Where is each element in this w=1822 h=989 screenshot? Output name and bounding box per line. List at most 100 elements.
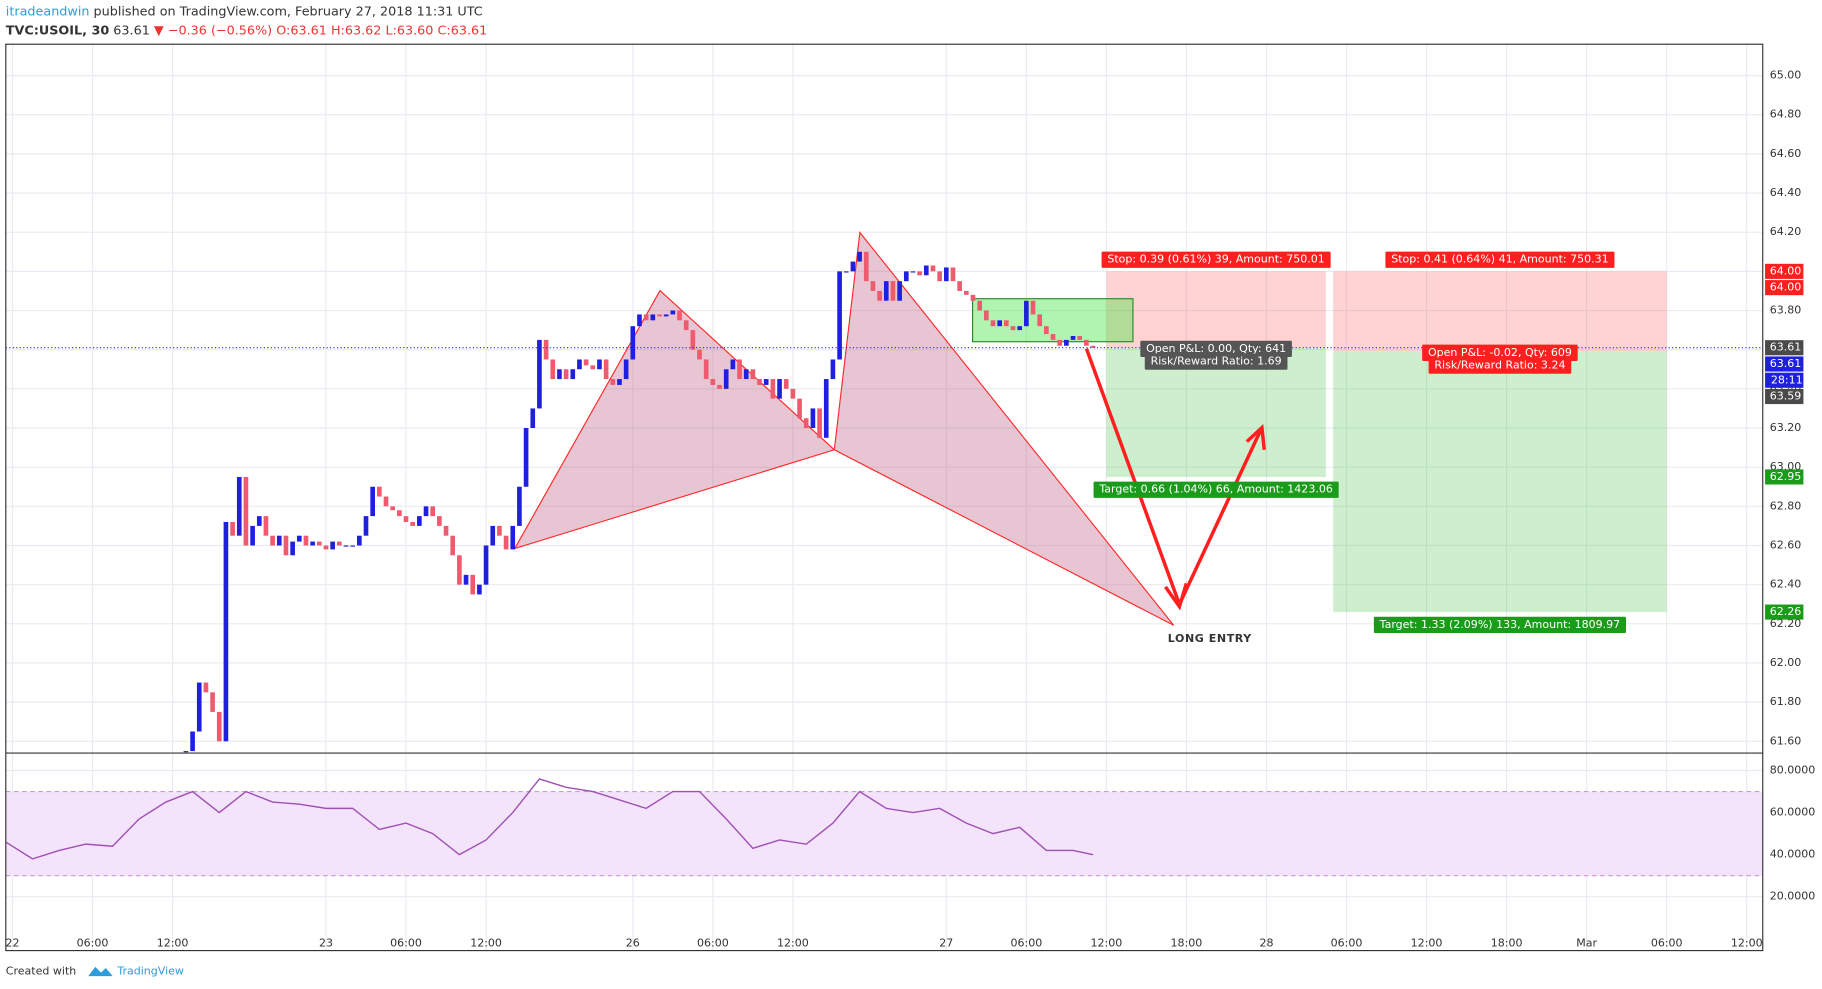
candle [543, 339, 549, 360]
x-tick-label: 12:00 [777, 937, 809, 950]
y-tick-label: 65.00 [1770, 69, 1802, 82]
y-tick-label: 64.40 [1770, 186, 1802, 199]
label-bg [1093, 481, 1339, 498]
candle [730, 359, 736, 370]
candle [657, 314, 662, 317]
candle [677, 310, 682, 321]
candle [470, 574, 476, 595]
candle [336, 541, 342, 546]
candle [977, 300, 982, 311]
x-tick-label: 06:00 [1010, 937, 1042, 950]
candle [1024, 300, 1029, 327]
candle [236, 476, 242, 536]
candle [843, 271, 849, 273]
candle [1050, 334, 1056, 340]
y-tick-label: 63.80 [1770, 304, 1802, 317]
pattern-xab [513, 289, 836, 550]
position-label: Target: 0.66 (1.04%) 66, Amount: 1423.06 [1098, 483, 1332, 496]
candle [743, 369, 749, 380]
position-label: Stop: 0.39 (0.61%) 39, Amount: 750.01 [1107, 253, 1324, 266]
candle [510, 525, 516, 550]
candle [797, 398, 802, 419]
x-tick-label: 12:00 [470, 937, 502, 950]
candle [1030, 300, 1036, 315]
price-tag [1765, 388, 1804, 405]
y-tick-label: 62.40 [1770, 578, 1802, 591]
candle [256, 516, 262, 526]
candle [877, 290, 882, 301]
candle [523, 428, 529, 487]
plot-border [5, 43, 1764, 952]
candle [477, 584, 482, 595]
x-tick-label: 28 [1259, 937, 1273, 950]
candle [216, 711, 222, 742]
rsi-band [5, 791, 1763, 876]
target-zone [1333, 351, 1667, 613]
x-tick-label: Mar [1576, 937, 1597, 950]
y-tick-label: 40.0000 [1770, 848, 1816, 861]
candle [663, 314, 669, 317]
candle [1084, 339, 1089, 346]
open: O:63.61 [276, 23, 327, 38]
candle [990, 320, 996, 327]
price-tag [1765, 356, 1804, 372]
candle [190, 731, 195, 752]
high: H:63.62 [331, 23, 381, 38]
change: ▼ −0.36 (−0.56%) [154, 23, 272, 38]
candle [443, 525, 449, 536]
y-tick-label: 64.80 [1770, 108, 1802, 121]
candle [623, 359, 629, 380]
candle [290, 541, 295, 556]
label-bg [1422, 344, 1578, 361]
candle [997, 320, 1002, 327]
y-tick-label: 62.00 [1770, 656, 1802, 669]
arrow-head [1164, 582, 1189, 611]
candle [650, 314, 656, 321]
candle [196, 682, 202, 732]
x-tick-label: 27 [939, 937, 953, 950]
x-tick-label: 06:00 [390, 937, 422, 950]
candle [923, 265, 929, 276]
y-tick-label: 64.20 [1770, 225, 1802, 238]
candle [910, 271, 916, 273]
candle [757, 379, 762, 385]
x-tick-label: 22 [5, 937, 19, 950]
price-tag [1765, 469, 1804, 485]
y-tick-label: 20.0000 [1770, 890, 1816, 903]
x-tick-label: 06:00 [1331, 937, 1363, 950]
y-tick-label: 62.60 [1770, 538, 1802, 551]
candle [643, 314, 649, 321]
candle [450, 535, 456, 556]
candle [590, 365, 596, 370]
candle [683, 320, 689, 331]
x-tick-label: 06:00 [697, 937, 729, 950]
candle [210, 692, 215, 712]
candle [397, 510, 402, 517]
x-tick-label: 06:00 [1651, 937, 1683, 950]
candle [830, 359, 836, 380]
position-label: Open P&L: -0.02, Qty: 609 [1428, 346, 1572, 359]
x-tick-label: 12:00 [1731, 937, 1763, 950]
candle [330, 541, 335, 550]
y-tick-label: 62.20 [1770, 617, 1802, 630]
candle [437, 516, 442, 526]
countdown: 28:11 [1771, 373, 1803, 386]
candle [1077, 335, 1083, 340]
candle [503, 535, 509, 550]
candle [950, 267, 956, 282]
position-label: Risk/Reward Ratio: 3.24 [1434, 359, 1565, 372]
candle [1037, 314, 1043, 327]
candle [637, 314, 642, 327]
plot: 22 06:00 12:00 23 06:00 12:00 26 06:00 12:00 27 06… [5, 44, 1816, 951]
candle [563, 369, 569, 380]
candle [276, 535, 282, 546]
candle [303, 535, 309, 546]
candle [903, 271, 909, 282]
label-bg [1385, 251, 1615, 268]
candle [610, 379, 616, 385]
candle [403, 516, 409, 522]
candle [343, 545, 349, 547]
x-tick-label: 23 [319, 937, 333, 950]
pattern-bcd [833, 231, 1175, 626]
x-tick-label: 12:00 [1411, 937, 1443, 950]
